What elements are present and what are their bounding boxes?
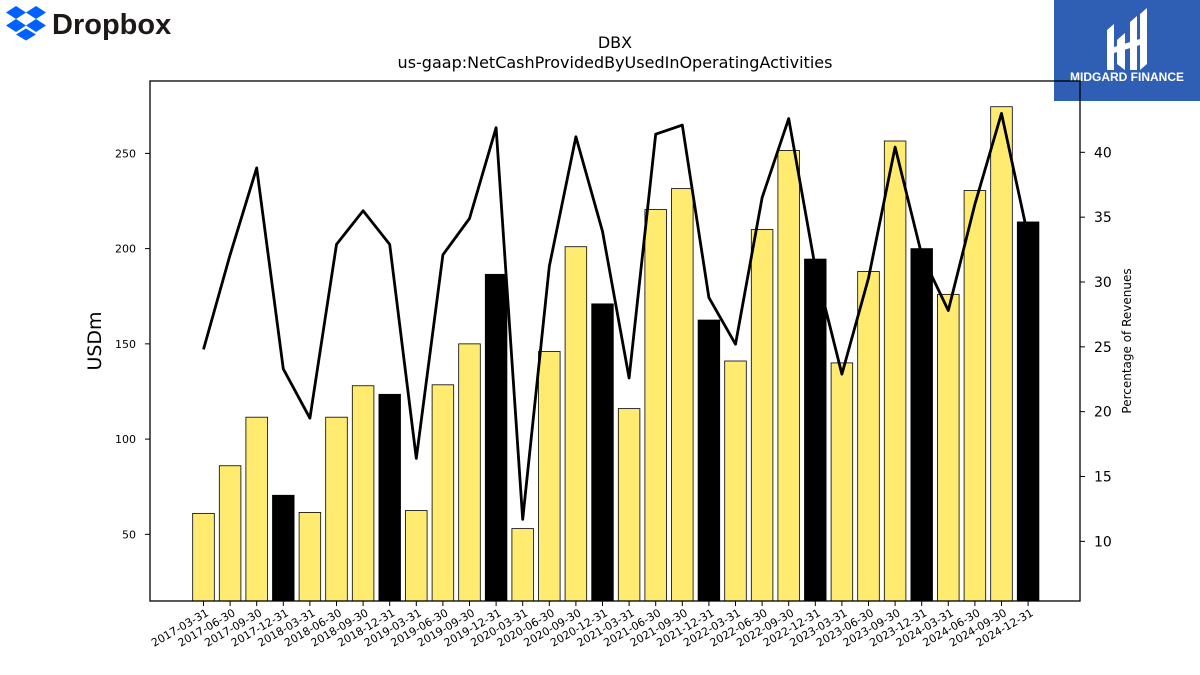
midgard-finance-logo: MIDGARD FINANCE — [1054, 0, 1200, 101]
y2-tick-label: 35 — [1094, 210, 1112, 226]
midgard-emblem-icon — [1107, 8, 1147, 70]
bar — [272, 494, 295, 602]
bar — [990, 106, 1013, 602]
bar — [617, 408, 641, 602]
bar — [697, 319, 721, 602]
bar — [1016, 221, 1040, 602]
bar — [883, 140, 907, 602]
y-tick-label: 250 — [115, 147, 136, 160]
bar — [538, 351, 561, 602]
bar — [857, 271, 880, 602]
bar — [351, 385, 375, 602]
y2-tick-label: 40 — [1094, 145, 1112, 161]
bar-series — [192, 106, 1040, 602]
bar — [804, 258, 827, 602]
bar — [830, 362, 854, 602]
y-axis-left: 50 100 150 200 250 — [115, 147, 150, 541]
bar — [910, 248, 933, 602]
bar — [192, 512, 215, 602]
y2-axis-label: Percentage of Revenues — [1120, 268, 1134, 413]
dropbox-box-icon — [6, 6, 46, 41]
bar — [750, 229, 774, 602]
bar — [644, 209, 667, 602]
bar — [218, 465, 242, 602]
percentage-line — [202, 112, 1030, 521]
midgard-wordmark: MIDGARD FINANCE — [1070, 70, 1184, 84]
bar — [511, 528, 534, 602]
dropbox-logo: Dropbox — [4, 4, 194, 44]
y-axis-right: 10 15 20 25 30 35 40 — [1080, 145, 1112, 550]
y2-tick-label: 10 — [1094, 534, 1112, 550]
y-tick-label: 50 — [122, 528, 136, 541]
dropbox-logo-graphic: Dropbox — [6, 6, 171, 41]
bar — [325, 416, 348, 602]
bar — [591, 303, 614, 602]
y-tick-label: 150 — [115, 338, 136, 351]
x-axis: 2017-03-312017-06-302017-09-302017-12-31… — [149, 601, 1036, 650]
bar — [777, 150, 800, 602]
percentage-line-series — [202, 112, 1030, 521]
bar — [564, 246, 588, 602]
chart-title: DBX — [598, 33, 632, 52]
plot-frame — [149, 80, 1081, 602]
bar — [484, 273, 508, 602]
bar — [963, 190, 987, 602]
y2-tick-label: 25 — [1094, 340, 1112, 356]
y2-tick-label: 20 — [1094, 405, 1112, 421]
y-tick-label: 200 — [115, 243, 136, 256]
bar — [724, 360, 747, 602]
y-tick-label: 100 — [115, 433, 136, 446]
y2-tick-label: 30 — [1094, 275, 1112, 291]
bar — [431, 384, 455, 602]
bar — [937, 293, 960, 602]
bar — [245, 416, 268, 602]
bar — [298, 512, 322, 602]
midgard-logo-graphic: MIDGARD FINANCE — [1070, 8, 1184, 84]
y2-tick-label: 15 — [1094, 470, 1112, 486]
y-axis-label: USDm — [84, 311, 106, 370]
chart-subtitle: us-gaap:NetCashProvidedByUsedInOperating… — [398, 53, 833, 72]
dropbox-wordmark: Dropbox — [52, 9, 171, 41]
bar — [458, 343, 481, 602]
bar — [378, 393, 401, 602]
bar — [671, 188, 694, 602]
bar — [405, 510, 428, 602]
